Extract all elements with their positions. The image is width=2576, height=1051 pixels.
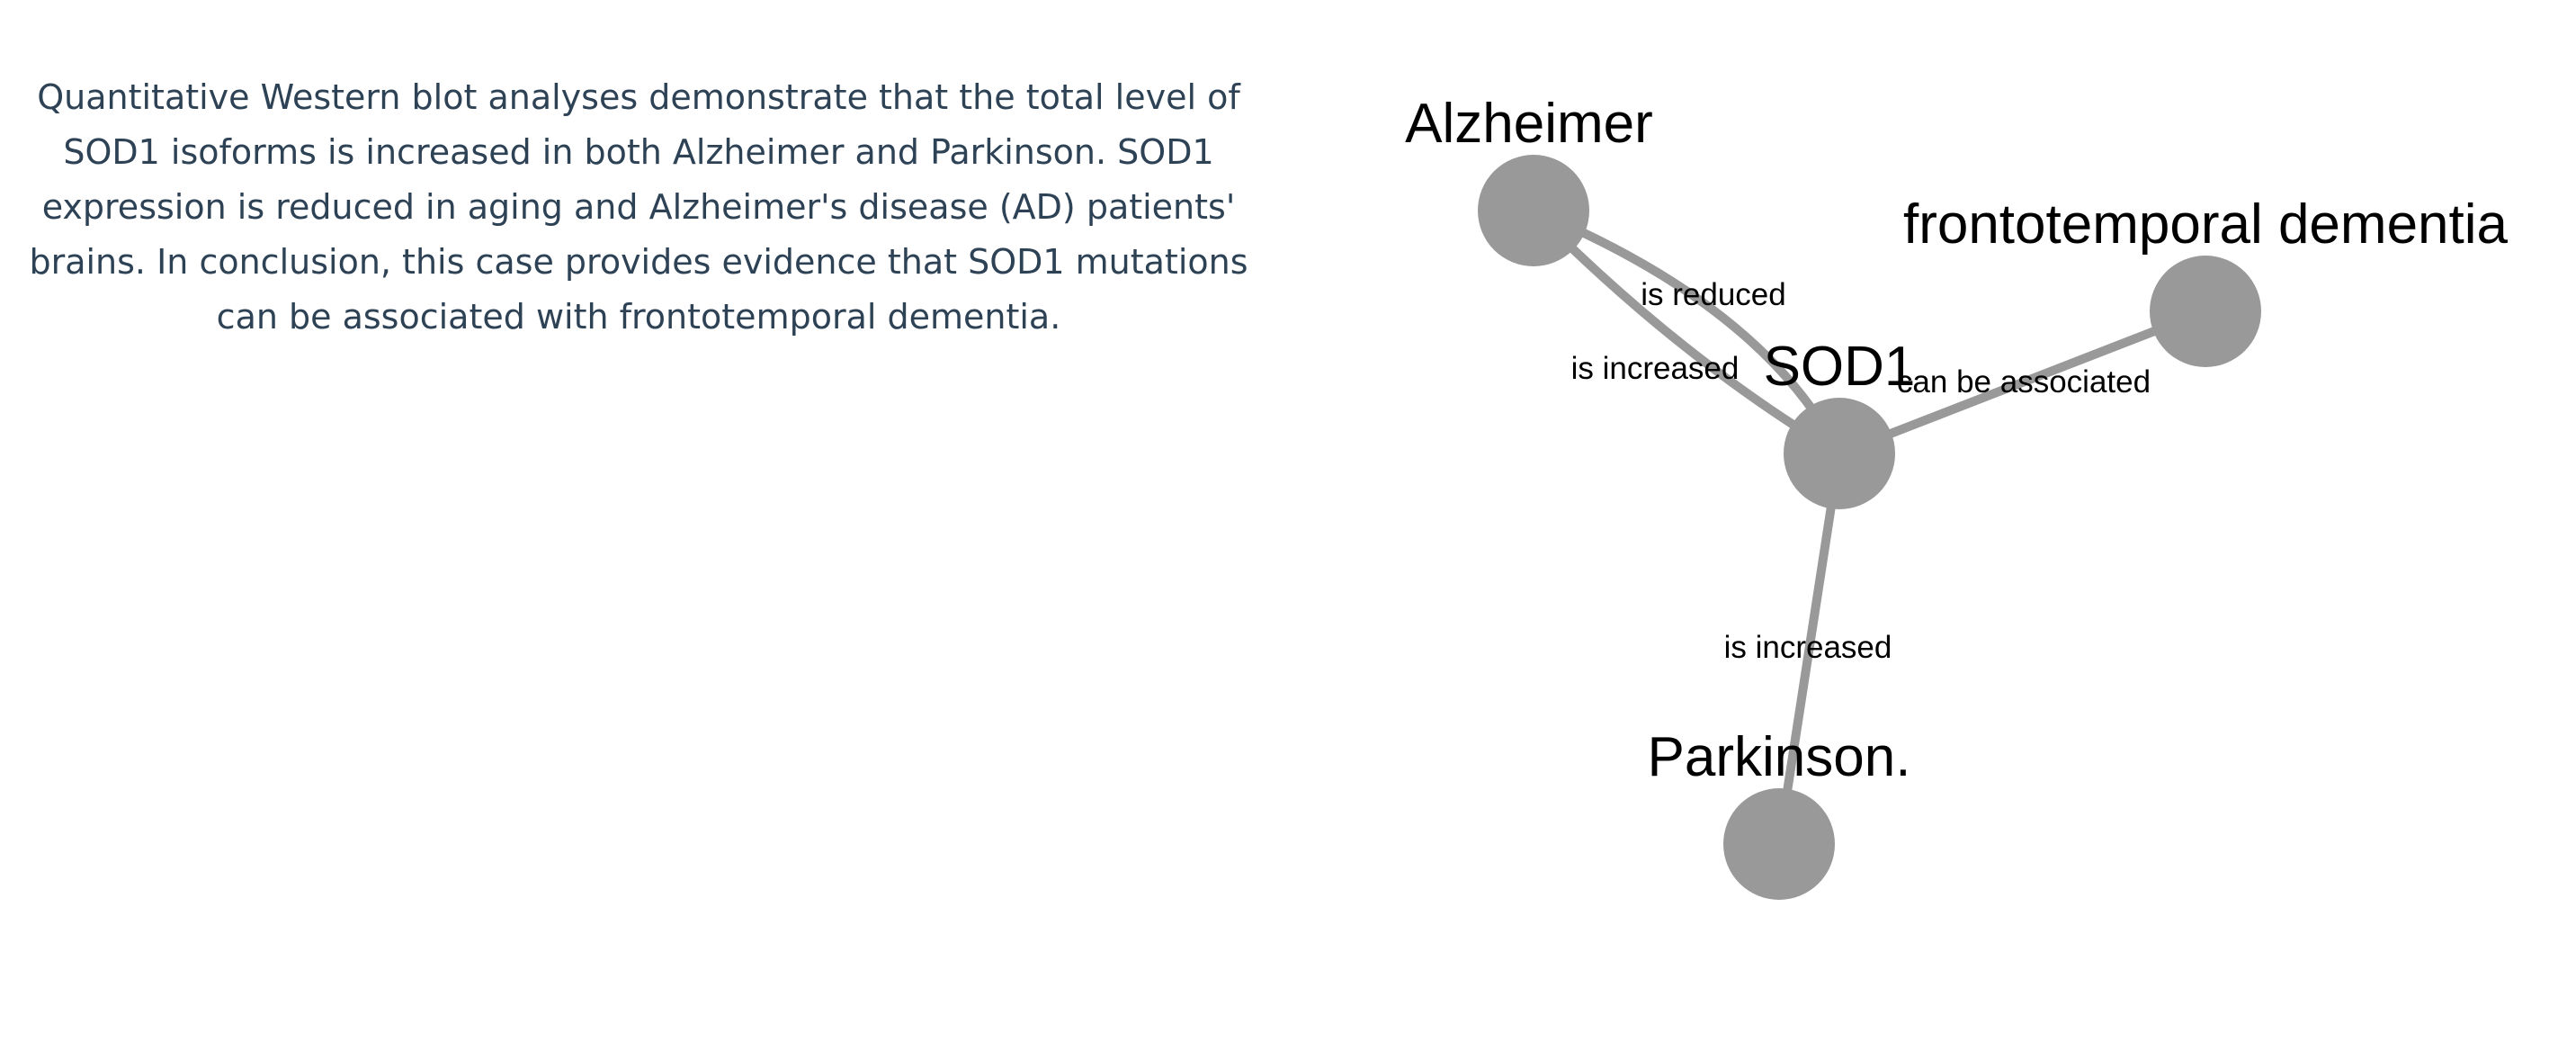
node-sod1[interactable]	[1784, 398, 1895, 509]
edge-label-is-increased-parkinson: is increased	[1724, 630, 1892, 665]
passage-line: can be associated with frontotemporal de…	[216, 297, 1061, 337]
node-parkinson[interactable]	[1723, 788, 1835, 900]
node-label-frontotemporal-dementia: frontotemporal dementia	[1903, 193, 2509, 256]
node-label-parkinson: Parkinson.	[1648, 726, 1911, 788]
edge-sod1-alzheimer-reduced	[1529, 206, 1844, 458]
edge-label-is-increased-alzheimer: is increased	[1571, 351, 1740, 386]
edge-label-can-be-associated: can be associated	[1897, 364, 2151, 400]
passage-line: expression is reduced in aging and Alzhe…	[41, 187, 1236, 227]
node-frontotemporal-dementia[interactable]	[2150, 256, 2261, 367]
passage-text: Quantitative Western blot analyses demon…	[0, 70, 1277, 345]
edge-sod1-frontotemporal	[1835, 307, 2210, 458]
edge-label-is-reduced: is reduced	[1641, 277, 1785, 312]
node-label-sod1: SOD1	[1764, 336, 1916, 398]
passage-line: SOD1 isoforms is increased in both Alzhe…	[63, 132, 1214, 172]
edge-sod1-alzheimer-increased	[1529, 206, 1844, 458]
passage-line: Quantitative Western blot analyses demon…	[37, 77, 1240, 117]
edge-sod1-parkinson	[1775, 449, 1844, 849]
node-alzheimer[interactable]	[1478, 155, 1589, 266]
passage-line: brains. In conclusion, this case provide…	[29, 242, 1248, 282]
node-label-alzheimer: Alzheimer	[1405, 93, 1653, 155]
